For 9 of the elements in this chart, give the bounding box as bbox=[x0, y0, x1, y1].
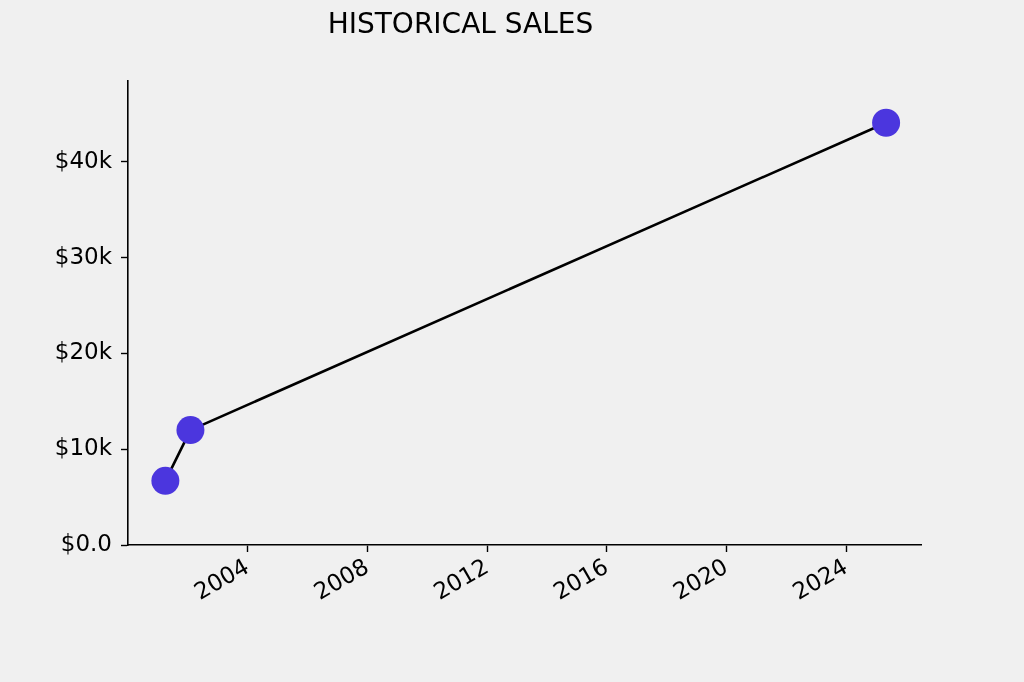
y-tick-label: $40k bbox=[54, 146, 113, 173]
point bbox=[872, 108, 901, 137]
y-tick-label: $10k bbox=[54, 434, 113, 461]
y-tick-label: $20k bbox=[54, 338, 113, 365]
y-tick-label: $30k bbox=[54, 242, 113, 269]
y-tick-label: $0.0 bbox=[60, 529, 112, 556]
chart-title: HISTORICAL SALES bbox=[327, 7, 594, 41]
point bbox=[176, 416, 205, 445]
point bbox=[151, 466, 180, 495]
